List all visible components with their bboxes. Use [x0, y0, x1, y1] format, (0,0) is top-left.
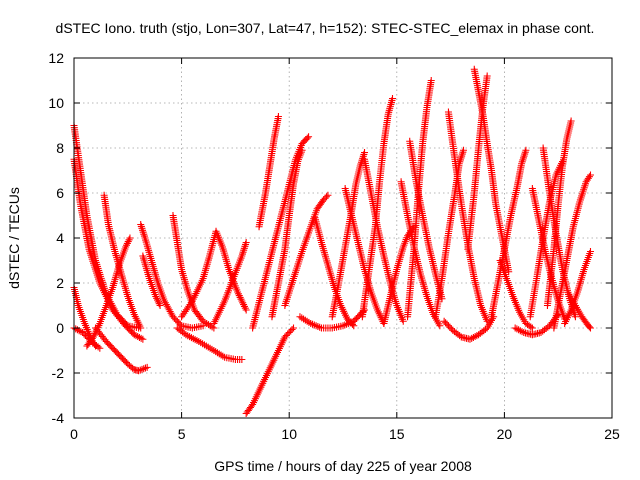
data-point	[135, 367, 143, 375]
data-point	[586, 324, 594, 332]
data-point	[176, 320, 184, 328]
data-point	[324, 191, 332, 199]
data-point	[138, 365, 146, 373]
data-point	[567, 117, 575, 125]
y-tick-label: 12	[48, 50, 64, 66]
data-point	[136, 366, 144, 374]
data-point	[298, 146, 306, 154]
y-tick-label: 6	[56, 185, 64, 201]
data-point	[141, 364, 149, 372]
data-marks	[70, 65, 594, 417]
data-point	[527, 323, 535, 331]
data-point	[305, 133, 313, 141]
data-point	[571, 313, 579, 321]
y-tick-label: -4	[52, 410, 65, 426]
y-tick-label: 2	[56, 275, 64, 291]
data-point	[586, 248, 594, 255]
x-tick-label: 5	[178, 426, 186, 442]
x-tick-label: 25	[604, 426, 620, 442]
data-point	[427, 77, 435, 84]
data-point	[140, 365, 148, 373]
data-point	[129, 364, 137, 372]
grid-lines	[74, 58, 612, 418]
y-axis-label: dSTEC / TECUs	[6, 187, 22, 289]
data-point	[505, 268, 513, 276]
data-point	[350, 322, 358, 330]
data-point	[522, 146, 530, 154]
x-tick-label: 20	[497, 426, 513, 442]
data-point	[436, 322, 444, 330]
x-tick-label: 10	[281, 426, 297, 442]
data-point	[585, 323, 593, 331]
chart-title: dSTEC Iono. truth (stjo, Lon=307, Lat=47…	[56, 20, 595, 36]
data-point	[137, 324, 145, 332]
y-tick-label: 10	[48, 95, 64, 111]
data-point	[242, 306, 250, 314]
x-axis-label: GPS time / hours of day 225 of year 2008	[214, 458, 472, 474]
data-point	[303, 134, 311, 142]
data-point	[274, 113, 282, 120]
data-point	[156, 302, 164, 309]
data-point	[544, 323, 552, 331]
data-point	[323, 193, 331, 201]
data-point	[94, 343, 102, 351]
data-point	[288, 326, 296, 333]
data-point	[143, 363, 151, 371]
data-point	[586, 171, 594, 179]
data-point	[388, 95, 396, 102]
data-point	[518, 328, 526, 336]
data-point	[126, 234, 134, 242]
data-point	[238, 356, 246, 363]
data-point	[96, 344, 104, 352]
plot-frame	[73, 57, 613, 419]
x-tick-label: 0	[70, 426, 78, 442]
data-point	[399, 317, 407, 325]
data-point	[348, 320, 356, 328]
x-tick-label: 15	[389, 426, 405, 442]
y-tick-label: -2	[52, 365, 65, 381]
y-tick-label: 0	[56, 320, 64, 336]
data-point	[187, 299, 195, 307]
data-point	[139, 335, 147, 343]
data-point	[290, 324, 298, 332]
data-point	[180, 329, 188, 337]
data-point	[585, 173, 593, 181]
data-point	[483, 72, 491, 80]
data-point	[242, 239, 250, 246]
axis-ticks: 0 5 10 15 20 25 -4 -2 0 2 4 6 8 10 12	[48, 50, 620, 442]
data-point	[137, 334, 145, 342]
data-point	[528, 324, 536, 332]
data-point	[361, 149, 369, 156]
data-point	[460, 146, 468, 154]
y-tick-label: 8	[56, 140, 64, 156]
y-tick-label: 4	[56, 230, 64, 246]
